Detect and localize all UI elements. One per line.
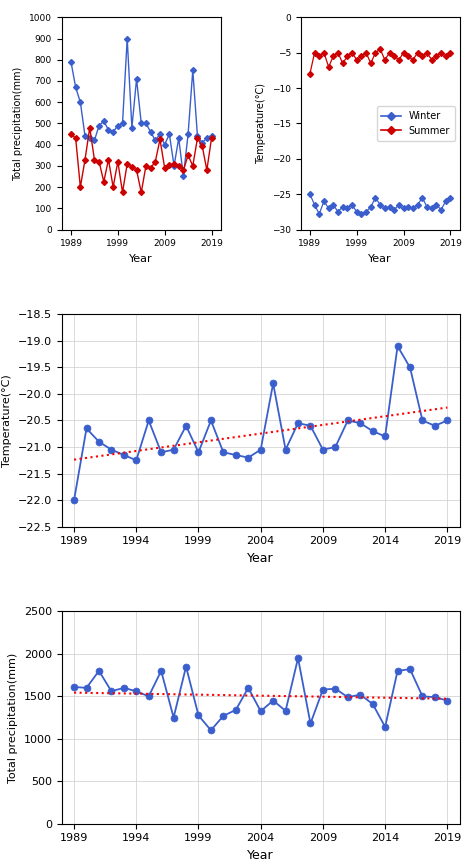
X-axis label: Year: Year bbox=[247, 849, 274, 862]
Legend: Winter, Summer: Winter, Summer bbox=[377, 106, 455, 140]
X-axis label: Year: Year bbox=[247, 552, 274, 565]
X-axis label: Year: Year bbox=[129, 254, 153, 264]
X-axis label: Year: Year bbox=[368, 254, 392, 264]
Y-axis label: Total precipitation(mm): Total precipitation(mm) bbox=[13, 66, 23, 180]
Y-axis label: Total precipitation(mm): Total precipitation(mm) bbox=[8, 653, 18, 783]
Y-axis label: Temperature(°C): Temperature(°C) bbox=[256, 83, 266, 164]
Y-axis label: Temperature(°C): Temperature(°C) bbox=[2, 375, 12, 466]
